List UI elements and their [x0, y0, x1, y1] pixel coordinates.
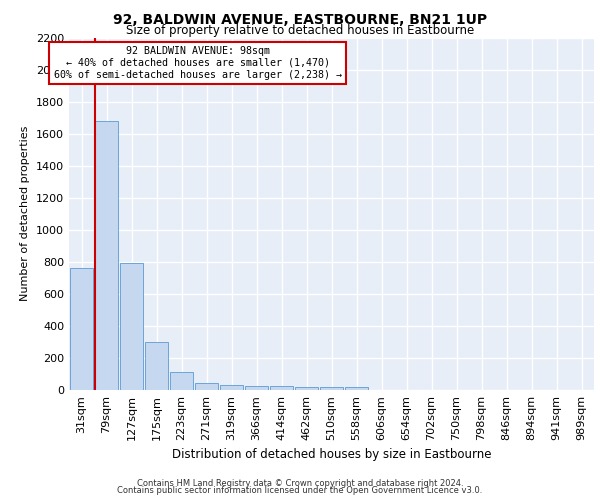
Text: 92 BALDWIN AVENUE: 98sqm
← 40% of detached houses are smaller (1,470)
60% of sem: 92 BALDWIN AVENUE: 98sqm ← 40% of detach…: [53, 46, 341, 80]
X-axis label: Distribution of detached houses by size in Eastbourne: Distribution of detached houses by size …: [172, 448, 491, 462]
Bar: [320, 387, 343, 390]
Text: Contains HM Land Registry data © Crown copyright and database right 2024.: Contains HM Land Registry data © Crown c…: [137, 478, 463, 488]
Text: 92, BALDWIN AVENUE, EASTBOURNE, BN21 1UP: 92, BALDWIN AVENUE, EASTBOURNE, BN21 1UP: [113, 12, 487, 26]
Text: Size of property relative to detached houses in Eastbourne: Size of property relative to detached ho…: [126, 24, 474, 37]
Bar: [295, 387, 318, 390]
Bar: [220, 385, 243, 390]
Bar: [270, 386, 293, 390]
Bar: [195, 383, 218, 390]
Bar: [95, 121, 118, 390]
Y-axis label: Number of detached properties: Number of detached properties: [20, 126, 31, 302]
Text: Contains public sector information licensed under the Open Government Licence v3: Contains public sector information licen…: [118, 486, 482, 495]
Bar: [345, 387, 368, 390]
Bar: [120, 262, 143, 390]
Bar: [145, 342, 168, 390]
Bar: [70, 268, 93, 390]
Bar: [245, 386, 268, 390]
Bar: [170, 372, 193, 390]
